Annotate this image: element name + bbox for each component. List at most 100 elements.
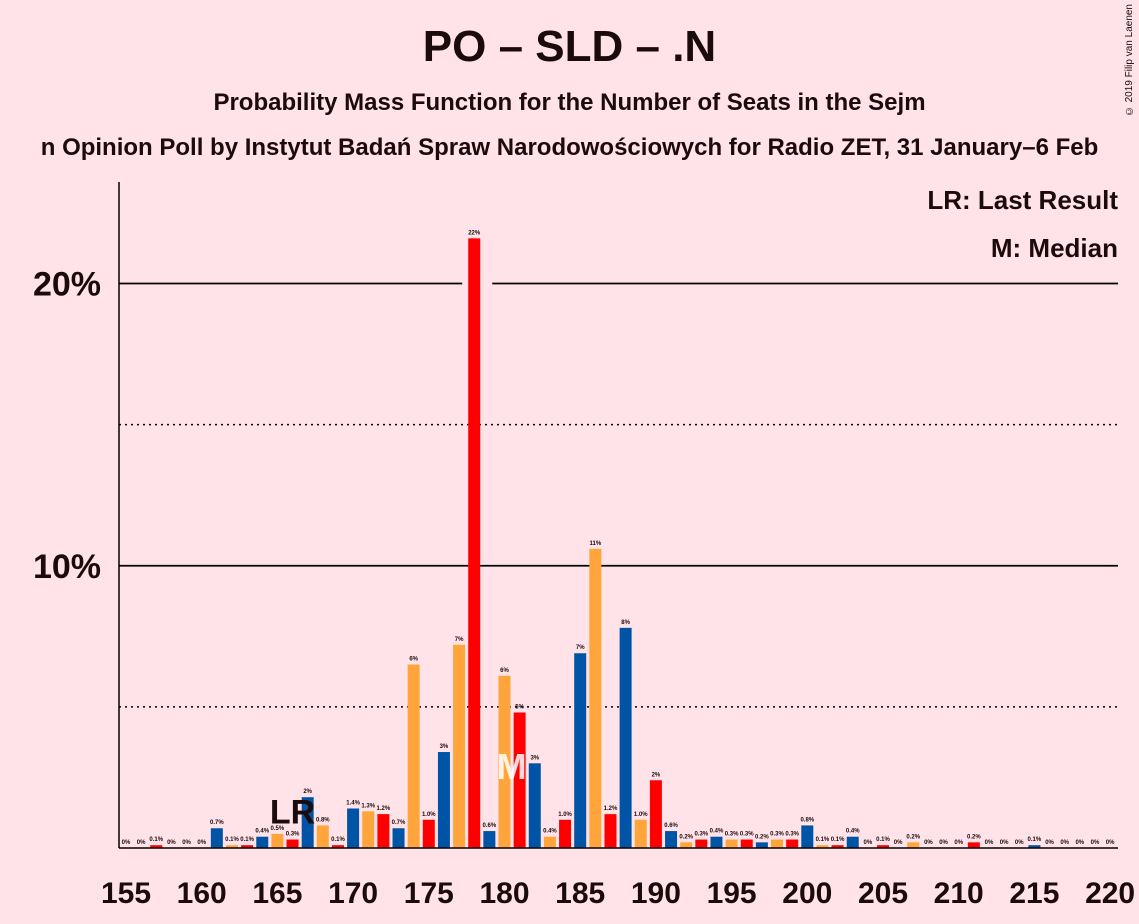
x-tick-label: 155 — [101, 877, 151, 910]
x-tick-label: 220 — [1085, 877, 1135, 910]
bar-label-seat-190: 2% — [652, 772, 661, 778]
bar-label-seat-210: 0% — [954, 840, 963, 846]
bar-label-seat-211: 0.2% — [967, 834, 981, 840]
chart-caption: n Opinion Poll by Instytut Badań Spraw N… — [40, 134, 1099, 161]
bar-label-seat-217: 0% — [1060, 840, 1069, 846]
bar-label-seat-182: 3% — [530, 755, 539, 761]
bar-label-seat-204: 0% — [864, 840, 873, 846]
bar-seat-200 — [801, 825, 814, 848]
x-tick-label: 190 — [631, 877, 681, 910]
x-tick-label: 215 — [1009, 877, 1059, 910]
bar-label-seat-200: 0.8% — [800, 817, 814, 823]
x-tick-label: 180 — [479, 877, 529, 910]
bar-label-seat-159: 0% — [182, 840, 191, 846]
bar-label-seat-155: 0% — [122, 840, 131, 846]
chart-title: PO – SLD – .N — [422, 22, 717, 71]
bar-label-seat-215: 0.1% — [1028, 837, 1042, 843]
bar-label-seat-187: 1.2% — [604, 806, 618, 812]
x-tick-label: 195 — [707, 877, 757, 910]
bar-label-seat-171: 1.3% — [361, 803, 375, 809]
x-tick-label: 205 — [858, 877, 908, 910]
bar-seat-207 — [907, 842, 920, 848]
bar-label-seat-175: 1.0% — [422, 812, 436, 818]
bar-label-seat-173: 0.7% — [392, 820, 406, 826]
bar-label-seat-202: 0.1% — [831, 837, 845, 843]
bar-label-seat-189: 1.0% — [634, 812, 648, 818]
bar-label-seat-177: 7% — [455, 637, 464, 643]
y-tick-label: 10% — [33, 548, 101, 586]
bar-label-seat-205: 0.1% — [876, 837, 890, 843]
bar-label-seat-216: 0% — [1045, 840, 1054, 846]
bar-label-seat-188: 8% — [621, 620, 630, 626]
bar-label-seat-209: 0% — [939, 840, 948, 846]
bar-seat-191 — [665, 831, 678, 848]
bar-seat-203 — [846, 836, 859, 848]
bar-label-seat-180: 6% — [500, 668, 509, 674]
bar-label-seat-193: 0.3% — [694, 832, 708, 838]
last-result-marker: LR — [270, 794, 315, 832]
bar-seat-211 — [967, 842, 980, 848]
bar-seat-169 — [331, 845, 344, 848]
bar-label-seat-219: 0% — [1091, 840, 1100, 846]
bar-seat-190 — [649, 780, 662, 848]
bar-label-seat-178: 22% — [468, 230, 481, 236]
bar-seat-194 — [710, 836, 723, 848]
x-axis-ticks: 155 160 165 170 175 180 185 190 195 200 205 210 215 2… — [101, 877, 1135, 910]
bar-label-seat-185: 7% — [576, 645, 585, 651]
bar-seat-193 — [695, 839, 708, 848]
legend-median: M: Median — [991, 233, 1118, 263]
bar-seat-157 — [150, 845, 163, 848]
bar-label-seat-192: 0.2% — [679, 834, 693, 840]
bar-seat-166 — [286, 839, 299, 848]
bar-label-seat-169: 0.1% — [331, 837, 345, 843]
bar-label-seat-170: 1.4% — [346, 800, 360, 806]
bar-label-seat-167: 2% — [303, 789, 312, 795]
legend-last-result: LR: Last Result — [927, 185, 1118, 215]
gridlines — [119, 280, 1118, 708]
y-axis-ticks: 10% 20% — [33, 266, 101, 586]
bar-label-seat-201: 0.1% — [816, 837, 830, 843]
bar-label-seat-195: 0.3% — [725, 832, 739, 838]
bar-seat-198 — [771, 839, 784, 848]
bar-seat-174 — [407, 664, 420, 848]
bar-seat-167 — [301, 797, 314, 848]
bar-label-seat-186: 11% — [589, 541, 601, 547]
bar-label-seat-179: 0.6% — [483, 823, 497, 829]
bar-label-seat-194: 0.4% — [710, 829, 724, 835]
bar-label-seat-203: 0.4% — [846, 829, 860, 835]
bar-label-seat-183: 0.4% — [543, 829, 557, 835]
bar-seat-173 — [392, 828, 405, 848]
bar-label-seat-207: 0.2% — [906, 834, 920, 840]
bar-label-seat-212: 0% — [985, 840, 994, 846]
bar-seat-168 — [316, 825, 329, 848]
bar-label-seat-174: 6% — [409, 657, 418, 663]
bar-seat-161 — [210, 828, 223, 848]
bar-seat-199 — [786, 839, 799, 848]
bar-label-seat-172: 1.2% — [377, 806, 391, 812]
bar-label-seat-168: 0.8% — [316, 817, 330, 823]
x-tick-label: 175 — [404, 877, 454, 910]
bar-seat-202 — [831, 845, 844, 848]
bar-seat-164 — [256, 836, 269, 848]
bar-seat-195 — [725, 839, 738, 848]
bar-label-seat-156: 0% — [137, 840, 146, 846]
bar-seat-181 — [513, 712, 526, 848]
bar-seat-187 — [604, 814, 617, 848]
bar-label-seat-218: 0% — [1075, 840, 1084, 846]
bar-label-seat-163: 0.1% — [240, 837, 254, 843]
bar-seat-172 — [377, 814, 390, 848]
chart-subtitle: Probability Mass Function for the Number… — [213, 89, 926, 116]
bar-seat-170 — [347, 808, 360, 848]
bar-seat-182 — [528, 763, 541, 848]
bar-seat-177 — [453, 644, 466, 848]
bar-label-seat-181: 5% — [515, 705, 524, 711]
bar-label-seat-158: 0% — [167, 840, 176, 846]
bar-label-seat-184: 1.0% — [558, 812, 572, 818]
x-tick-label: 160 — [177, 877, 227, 910]
y-tick-label: 20% — [33, 266, 101, 304]
bar-seat-178 — [468, 238, 481, 849]
bar-seat-189 — [634, 819, 647, 848]
bar-label-seat-199: 0.3% — [785, 832, 799, 838]
bar-seat-171 — [362, 811, 375, 848]
bar-seat-184 — [559, 819, 572, 848]
